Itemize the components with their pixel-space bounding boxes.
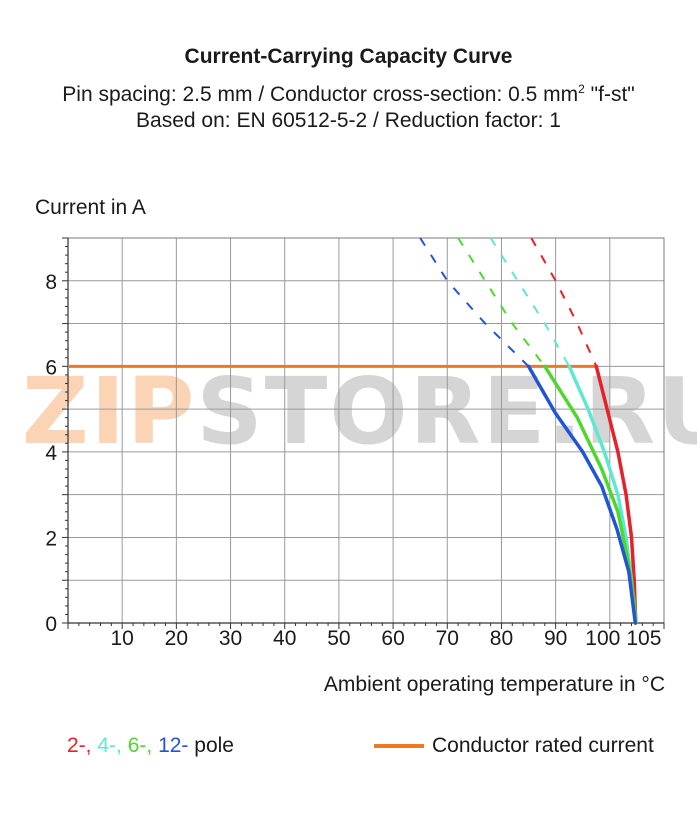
- legend-2-pole: 2-,: [67, 734, 92, 757]
- chart-subtitle: Pin spacing: 2.5 mm / Conductor cross-se…: [0, 76, 697, 108]
- series-2-pole-dashed: [530, 237, 598, 367]
- legend-6-pole: 6-,: [127, 734, 153, 757]
- x-tick-label: 50: [327, 627, 350, 650]
- pole-legend: 2-, 4-, 6-, 12- pole: [67, 734, 234, 758]
- series-12-pole-solid: [526, 364, 638, 625]
- x-tick-label: 20: [165, 627, 188, 650]
- y-axis-label: Current in A: [35, 196, 146, 219]
- subtitle-superscript: 2: [578, 82, 585, 96]
- rated-current-label: Conductor rated current: [432, 734, 654, 757]
- subtitle-suffix: "f-st": [584, 83, 635, 106]
- y-tick-label: 2: [45, 527, 57, 550]
- x-tick-label: 30: [219, 627, 242, 650]
- x-tick-label: 90: [544, 627, 567, 650]
- x-tick-label: 60: [381, 627, 404, 650]
- subtitle-text: Pin spacing: 2.5 mm / Conductor cross-se…: [62, 83, 579, 106]
- legend-pole-suffix: pole: [194, 734, 234, 757]
- series-4-pole-dashed: [489, 237, 571, 367]
- x-tick-label: 105: [626, 627, 661, 650]
- chart-subtitle-2: Based on: EN 60512-5-2 / Reduction facto…: [136, 109, 561, 132]
- plot-frame: [67, 237, 665, 624]
- x-tick-label: 70: [436, 627, 459, 650]
- x-axis-label: Ambient operating temperature in °C: [323, 673, 665, 696]
- series-6-pole-dashed: [457, 237, 546, 367]
- rated-current-swatch: [374, 744, 424, 748]
- legend-4-pole: 4-,: [97, 734, 122, 757]
- series-2-pole-solid: [594, 364, 638, 625]
- x-tick-label: 100: [585, 627, 620, 650]
- y-tick-label: 6: [45, 356, 57, 379]
- y-tick-label: 4: [45, 442, 57, 465]
- y-tick-label: 8: [45, 271, 57, 294]
- x-tick-label: 40: [273, 627, 296, 650]
- chart-title: Current-Carrying Capacity Curve: [184, 45, 513, 68]
- legend-12-pole: 12-: [158, 734, 189, 757]
- x-tick-label: 10: [111, 627, 134, 650]
- series-12-pole-dashed: [419, 237, 530, 368]
- rated-current-legend: Conductor rated current: [374, 734, 654, 758]
- x-tick-label: 80: [490, 627, 513, 650]
- y-tick-label: 0: [45, 613, 57, 636]
